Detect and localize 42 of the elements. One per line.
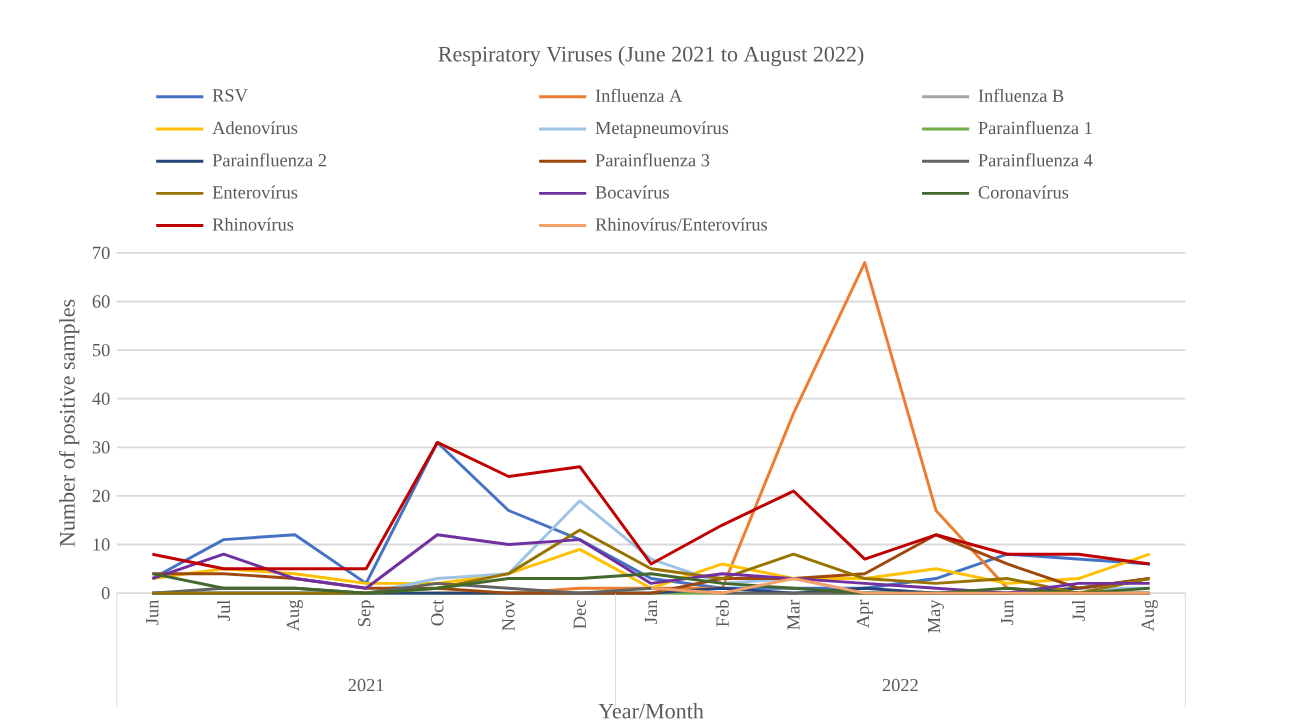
x-axis-title: Year/Month bbox=[598, 703, 704, 719]
x-tick-label: Jul bbox=[1071, 600, 1085, 621]
legend-label: Enterovírus bbox=[212, 185, 298, 199]
x-tick-label: Nov bbox=[502, 599, 515, 631]
x-tick-label: Aug bbox=[1141, 600, 1158, 632]
x-tick-label: May bbox=[927, 599, 945, 634]
y-tick-label: 40 bbox=[92, 392, 110, 406]
chart-title: Respiratory Viruses (June 2021 to August 2022) bbox=[438, 46, 864, 67]
y-tick-label: 60 bbox=[92, 295, 110, 308]
y-axis-title: Number of positive samples bbox=[59, 299, 80, 547]
y-tick-label: 30 bbox=[92, 441, 110, 454]
x-tick-label: Sep bbox=[358, 600, 375, 627]
x-tick-label: Jan bbox=[644, 600, 658, 624]
x-tick-label: Jul bbox=[217, 600, 231, 621]
legend-label: Parainfluenza 3 bbox=[595, 153, 710, 167]
legend-label: Parainfluenza 1 bbox=[978, 121, 1092, 135]
y-tick-label: 50 bbox=[92, 344, 110, 357]
legend-label: Bocavírus bbox=[595, 185, 669, 199]
y-tick-label: 70 bbox=[93, 246, 110, 260]
x-tick-label: Oct bbox=[431, 599, 444, 626]
x-tick-label: Feb bbox=[715, 600, 729, 627]
legend-label: Influenza B bbox=[978, 89, 1064, 103]
y-tick-label: 20 bbox=[92, 489, 110, 503]
x-tick-label: Jun bbox=[1001, 600, 1014, 626]
x-tick-label: Aug bbox=[286, 600, 303, 632]
legend-label: Metapneumovírus bbox=[595, 121, 729, 139]
x-tick-label: Dec bbox=[573, 600, 586, 629]
y-tick-label: 10 bbox=[93, 538, 110, 551]
text: 2022 bbox=[882, 679, 918, 692]
legend-label: Parainfluenza 4 bbox=[978, 153, 1093, 167]
legend-label: Adenovírus bbox=[212, 121, 298, 135]
x-tick-label: Apr bbox=[856, 600, 873, 629]
x-tick-label: Jun bbox=[146, 600, 159, 626]
x-tick-label: Mar bbox=[787, 600, 800, 630]
text: 2021 bbox=[348, 679, 384, 692]
legend-label: Parainfluenza 2 bbox=[212, 153, 327, 167]
legend-label: Coronavírus bbox=[978, 185, 1069, 199]
legend-label: Rhinovírus bbox=[212, 217, 294, 231]
legend-label: Rhinovírus/Enterovírus bbox=[595, 217, 768, 231]
y-tick-label: 0 bbox=[101, 587, 110, 600]
legend-label: RSV bbox=[212, 89, 248, 102]
legend-label: Influenza A bbox=[595, 89, 683, 103]
